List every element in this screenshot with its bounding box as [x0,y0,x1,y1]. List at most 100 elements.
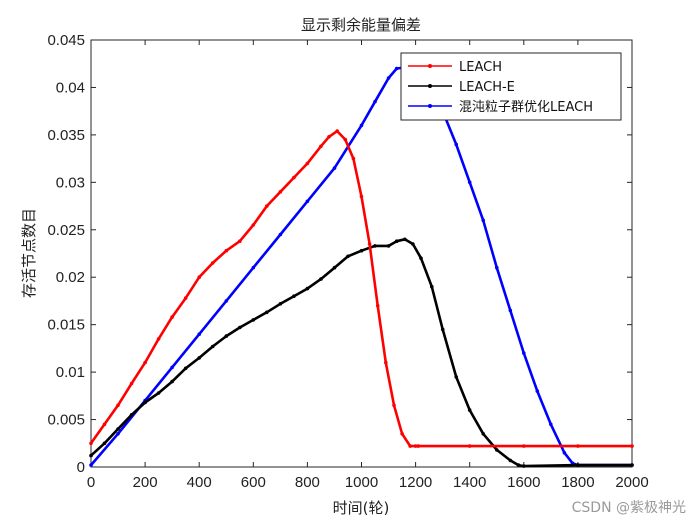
data-point-leach-e [197,356,201,360]
x-axis: 0 200 400 600 800 1000 1200 1400 1600 1800 2000 [87,40,649,491]
chart-title: 显示剩余能量偏差 [301,16,421,34]
data-point-leach [170,315,174,319]
data-point-chaos-pso-leach [549,422,553,427]
data-point-leach [351,156,356,161]
x-tick-label: 1000 [345,474,378,491]
data-point-chaos-pso-leach [359,123,364,128]
data-point-leach [319,144,323,149]
legend-label-chaos-pso-leach: 混沌粒子群优化LEACH [459,100,593,115]
data-point-leach-e [359,248,364,253]
data-point-leach [343,137,348,142]
data-point-leach-e [346,254,350,259]
data-point-leach-e [430,284,434,289]
data-point-leach-e [403,237,407,242]
data-point-leach-e [116,427,120,431]
data-point-chaos-pso-leach [170,365,174,370]
y-tick-label: 0 [77,459,85,476]
data-point-leach [89,441,93,446]
data-point-leach [265,204,269,208]
x-tick-label: 1600 [507,474,540,491]
data-point-leach-e [576,463,580,467]
data-point-chaos-pso-leach [467,180,472,185]
legend-marker-chaos-pso-leach [428,104,432,108]
data-point-chaos-pso-leach [278,232,283,237]
data-point-chaos-pso-leach [481,218,486,223]
legend-marker-leach-e [428,84,432,88]
data-point-leach [327,135,331,139]
data-point-leach-e [454,375,459,379]
legend-label-leach-e: LEACH-E [459,80,515,95]
data-point-leach-e [411,242,415,246]
y-tick-label: 0.04 [56,79,85,96]
y-tick-label: 0.005 [47,412,85,429]
data-point-leach-e [508,458,513,463]
data-point-leach [367,242,372,246]
data-point-leach-e [495,448,499,452]
data-point-chaos-pso-leach [508,308,513,313]
data-point-leach [116,403,120,408]
x-tick-label: 1200 [399,474,432,491]
data-point-leach-e [419,256,423,261]
series-leach-e [89,237,634,468]
data-point-leach [359,194,364,199]
data-point-leach [400,432,404,436]
data-point-chaos-pso-leach [535,389,540,393]
data-point-chaos-pso-leach [386,76,391,80]
y-tick-label: 0.01 [56,364,85,381]
y-axis: 0 0.005 0.01 0.015 0.02 0.025 0.03 0.035 0.04 0.0… [47,32,632,476]
data-point-leach-e [224,334,229,338]
data-point-leach [183,296,188,300]
data-point-leach-e [305,286,310,291]
data-point-leach [156,337,161,341]
data-point-leach-e [373,244,377,248]
data-point-chaos-pso-leach [495,265,499,270]
x-tick-label: 1800 [561,474,594,491]
y-tick-label: 0.045 [47,32,85,49]
series-leach [89,129,634,448]
x-tick-label: 800 [295,474,320,491]
data-point-chaos-pso-leach [332,166,337,170]
data-point-chaos-pso-leach [224,299,229,303]
series-line-leach-e [90,238,632,468]
data-point-leach [630,444,634,448]
data-point-leach-e [170,379,174,384]
data-point-leach [210,261,215,265]
data-point-leach-e [467,408,472,412]
x-tick-label: 2000 [615,474,648,491]
data-point-chaos-pso-leach [116,432,120,436]
data-point-leach [392,403,396,408]
data-point-leach-e [89,453,93,458]
legend-label-leach: LEACH [459,60,502,75]
data-point-chaos-pso-leach [305,199,310,204]
data-point-leach-e [522,464,526,468]
data-point-leach [143,360,147,365]
data-point-leach [129,381,134,386]
data-point-leach-e [156,391,161,395]
legend-marker-leach [428,64,432,68]
data-point-leach-e [630,463,634,467]
y-tick-label: 0.03 [56,174,85,191]
data-point-leach-e [386,244,391,248]
x-tick-label: 1400 [453,474,486,491]
y-tick-label: 0.02 [56,269,85,286]
x-tick-label: 400 [187,474,212,491]
data-point-leach [335,129,340,133]
x-axis-label: 时间(轮) [333,499,390,517]
data-point-leach [238,239,242,243]
y-axis-label: 存活节点数目 [20,208,38,298]
data-point-leach-e [251,318,256,322]
data-point-leach-e [129,413,134,417]
data-point-leach-e [143,400,147,405]
data-point-chaos-pso-leach [89,463,93,467]
watermark-text: CSDN @紫极神光 [571,500,686,516]
y-tick-label: 0.015 [47,317,85,334]
data-point-leach-e [183,366,188,371]
data-point-leach [251,223,256,227]
data-point-leach [522,444,526,448]
data-point-chaos-pso-leach [251,265,256,270]
x-tick-label: 200 [133,474,158,491]
data-point-leach [576,444,580,448]
data-point-chaos-pso-leach [373,99,377,104]
data-point-leach-e [394,239,399,243]
